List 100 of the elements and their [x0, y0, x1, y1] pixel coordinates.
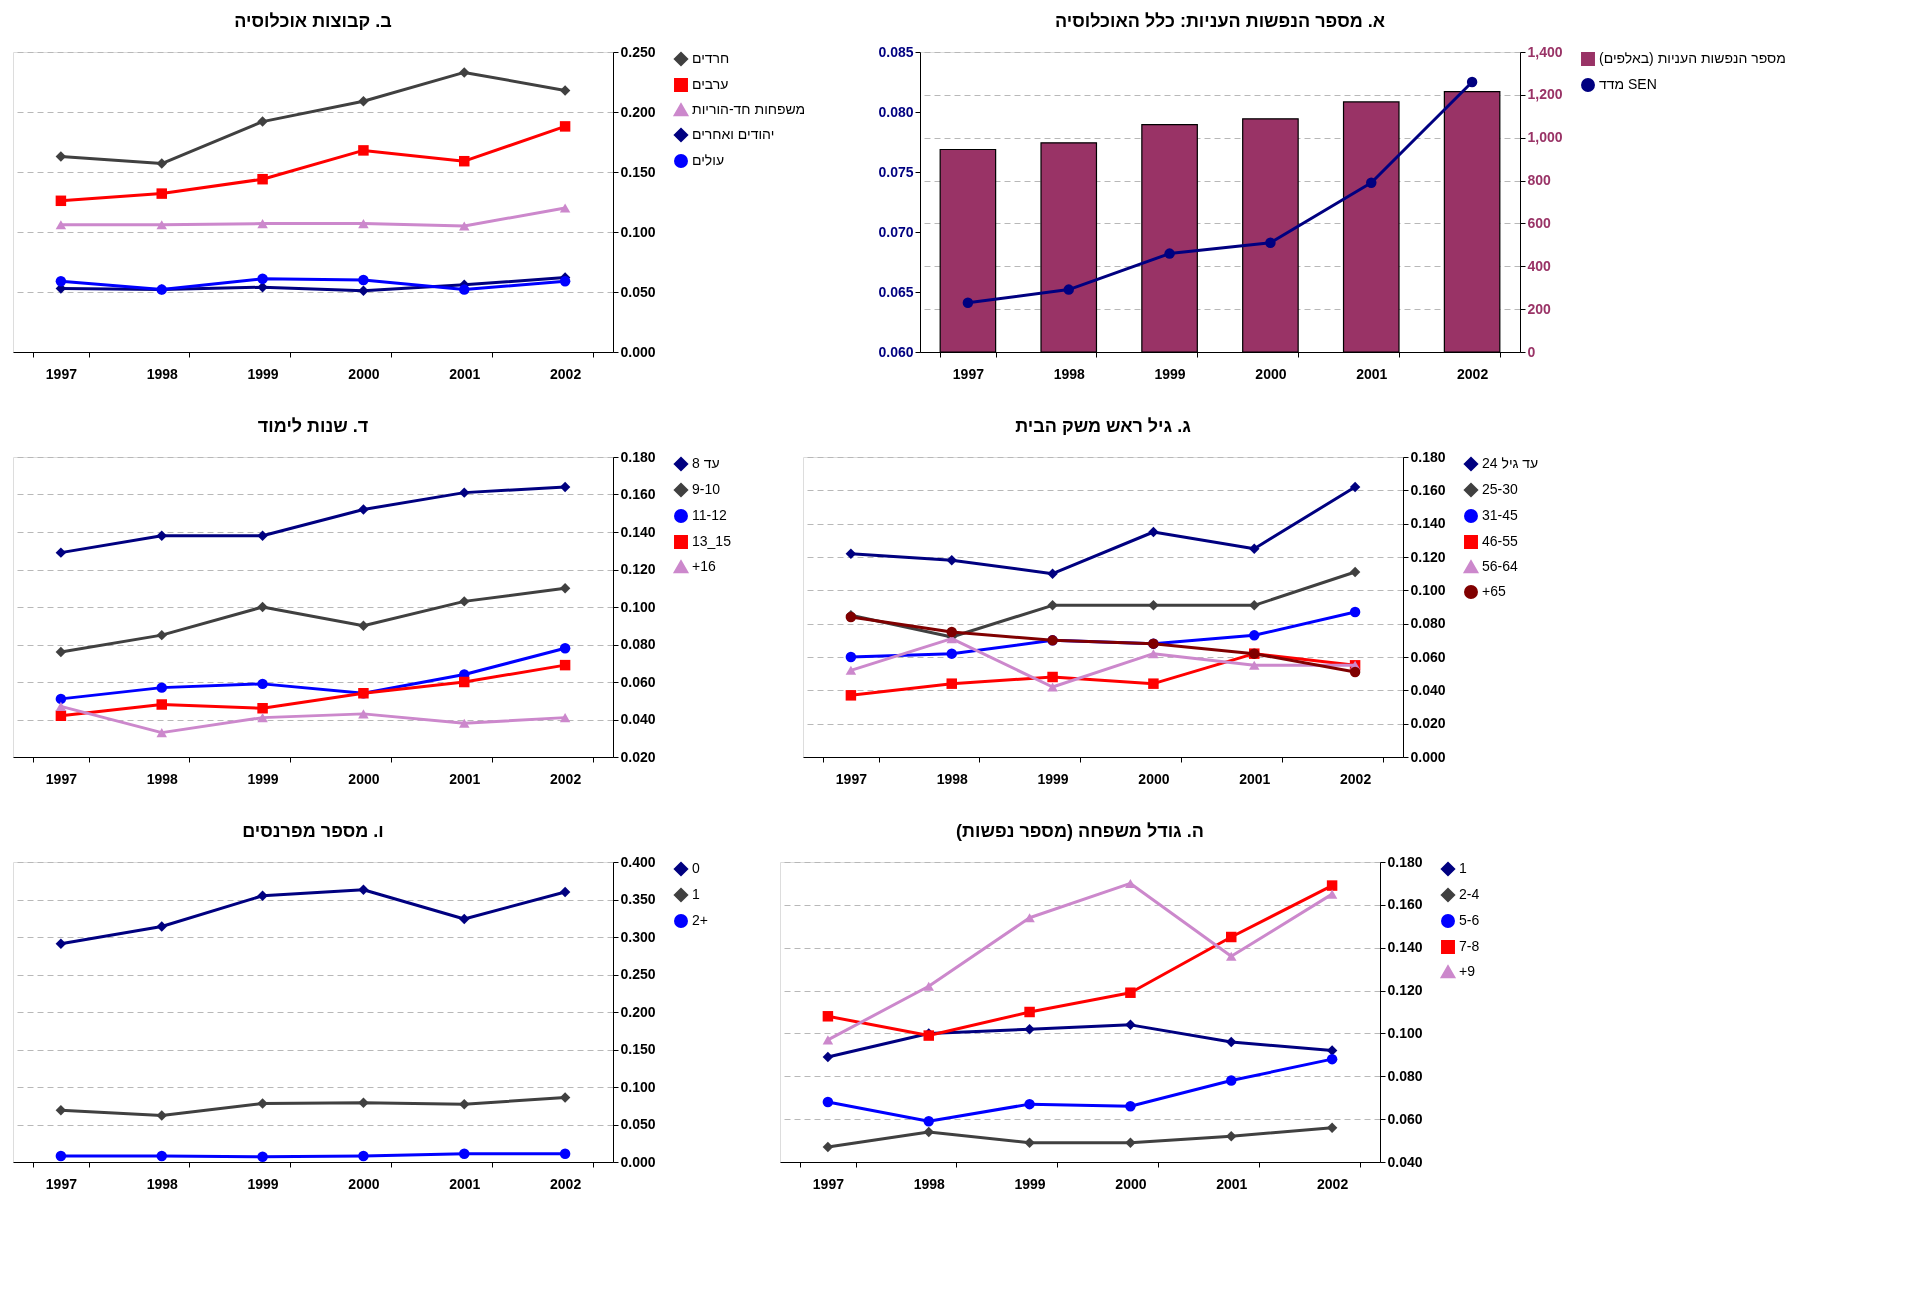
- x-tick-label: 2002: [550, 365, 582, 382]
- y-tick-label: 0.160: [620, 486, 656, 502]
- legend-label: 1: [692, 886, 700, 902]
- y-tick-label: 0.060: [1387, 1110, 1423, 1127]
- x-tick-label: 1999: [1154, 365, 1186, 382]
- chart-title: א. מספר הנפשות העניות: כלל האוכלוסיה: [1054, 11, 1386, 31]
- y2-tick-label: 1,200: [1527, 86, 1563, 103]
- y-tick-label: 0.160: [1410, 481, 1446, 498]
- legend-label: עולים: [692, 152, 725, 168]
- y-tick-label: 0.120: [1387, 982, 1423, 999]
- y-tick-label: 0.350: [620, 891, 656, 907]
- y-tick-label: 0.000: [620, 1153, 656, 1170]
- legend-label: +16: [692, 558, 716, 574]
- y-tick-label: 0.100: [1410, 581, 1446, 598]
- y-tick-label: 0.060: [1410, 648, 1446, 665]
- y-tick-label: 0.150: [620, 163, 656, 180]
- chart-title: ד. שנות לימוד: [257, 416, 369, 436]
- y-tick-label: 0.000: [1410, 748, 1446, 765]
- x-tick-label: 2000: [348, 770, 380, 787]
- y-tick-label: 0.020: [1410, 715, 1446, 732]
- y-tick-label: 0.120: [620, 561, 656, 577]
- x-tick-label: 2002: [550, 1175, 582, 1192]
- y-tick-label: 0.040: [620, 711, 656, 727]
- x-tick-label: 2002: [550, 770, 582, 787]
- y-tick-label: 0.065: [878, 283, 914, 300]
- legend-label: 9-10: [692, 481, 721, 497]
- y-tick-label: 0.020: [620, 748, 656, 765]
- x-tick-label: 1999: [247, 770, 279, 787]
- legend-label: +9: [1459, 963, 1476, 979]
- y-tick-label: 0.200: [620, 103, 656, 120]
- y-tick-label: 0.060: [878, 343, 914, 360]
- x-tick-label: 2002: [1317, 1175, 1349, 1192]
- y2-tick-label: 600: [1527, 214, 1552, 231]
- x-tick-label: 1998: [1053, 365, 1086, 382]
- y-tick-label: 0.050: [620, 283, 656, 300]
- x-tick-label: 1997: [45, 365, 78, 382]
- chart-title: ה. גודל משפחה (מספר נפשות): [956, 821, 1204, 841]
- y2-tick-label: 1,400: [1527, 43, 1563, 60]
- y-tick-label: 0.140: [620, 523, 656, 540]
- x-tick-label: 1997: [952, 365, 985, 382]
- y-tick-label: 0.250: [620, 966, 656, 982]
- legend-label: 2-4: [1459, 886, 1480, 902]
- x-tick-label: 1998: [936, 770, 969, 787]
- legend-label: 1: [1459, 860, 1467, 876]
- y-tick-label: 0.300: [620, 928, 656, 945]
- x-tick-label: 2001: [449, 1175, 481, 1192]
- x-tick-label: 2001: [1239, 770, 1271, 787]
- x-tick-label: 2000: [1115, 1175, 1147, 1192]
- x-tick-label: 1999: [247, 365, 279, 382]
- y-tick-label: 0.100: [620, 223, 656, 240]
- y-tick-label: 0.180: [1410, 448, 1446, 465]
- legend-label: 2+: [692, 912, 708, 928]
- legend-label: +65: [1482, 583, 1506, 599]
- legend-label: 25-30: [1482, 481, 1519, 497]
- y-tick-label: 0.150: [620, 1041, 656, 1057]
- y-tick-label: 0.100: [620, 1078, 656, 1095]
- legend-label: 56-64: [1482, 558, 1519, 574]
- y-tick-label: 0.085: [878, 43, 914, 60]
- legend-label: חרדים: [692, 50, 730, 66]
- y-tick-label: 0.100: [620, 598, 656, 615]
- y-tick-label: 0.180: [1387, 853, 1423, 870]
- x-tick-label: 2001: [449, 770, 481, 787]
- x-tick-label: 1997: [812, 1175, 845, 1192]
- chart-title: ב. קבוצות אוכלוסיה: [234, 11, 392, 31]
- x-tick-label: 1997: [835, 770, 868, 787]
- y2-tick-label: 0: [1527, 343, 1536, 360]
- y-tick-label: 0.080: [620, 636, 656, 652]
- x-tick-label: 2000: [348, 1175, 380, 1192]
- y-tick-label: 0.080: [1410, 615, 1446, 632]
- legend-label: עד גיל 24: [1482, 455, 1539, 471]
- x-tick-label: 1998: [146, 365, 179, 382]
- y-tick-label: 0.140: [1410, 515, 1446, 532]
- x-tick-label: 2000: [1255, 365, 1287, 382]
- y-tick-label: 0.180: [620, 448, 656, 465]
- legend-label: מדד SEN: [1599, 76, 1657, 92]
- y-tick-label: 0.040: [1410, 681, 1446, 698]
- legend-label: 11-12: [692, 507, 727, 523]
- legend-label: מספר הנפשות העניות (באלפים): [1599, 50, 1786, 66]
- y-tick-label: 0.120: [1410, 548, 1446, 565]
- x-tick-label: 2002: [1457, 365, 1489, 382]
- legend-label: 13_15: [692, 533, 732, 549]
- y2-tick-label: 400: [1527, 257, 1552, 274]
- y2-tick-label: 800: [1527, 172, 1552, 189]
- x-tick-label: 1998: [146, 1175, 179, 1192]
- x-tick-label: 1999: [1014, 1175, 1046, 1192]
- y-tick-label: 0.075: [878, 163, 914, 180]
- y2-tick-label: 1,000: [1527, 129, 1563, 146]
- legend-label: 46-55: [1482, 533, 1519, 549]
- x-tick-label: 2000: [1138, 770, 1170, 787]
- y-tick-label: 0.200: [620, 1003, 656, 1020]
- chart-title: ו. מספר מפרנסים: [242, 821, 384, 841]
- legend-label: עד 8: [692, 455, 720, 471]
- x-tick-label: 2000: [348, 365, 380, 382]
- y-tick-label: 0.400: [620, 853, 656, 870]
- legend-label: משפחות חד-הוריות: [692, 101, 806, 117]
- y-tick-label: 0.160: [1387, 896, 1423, 913]
- y-tick-label: 0.080: [1387, 1067, 1423, 1084]
- x-tick-label: 1998: [146, 770, 179, 787]
- y-tick-label: 0.140: [1387, 939, 1423, 956]
- x-tick-label: 1999: [247, 1175, 279, 1192]
